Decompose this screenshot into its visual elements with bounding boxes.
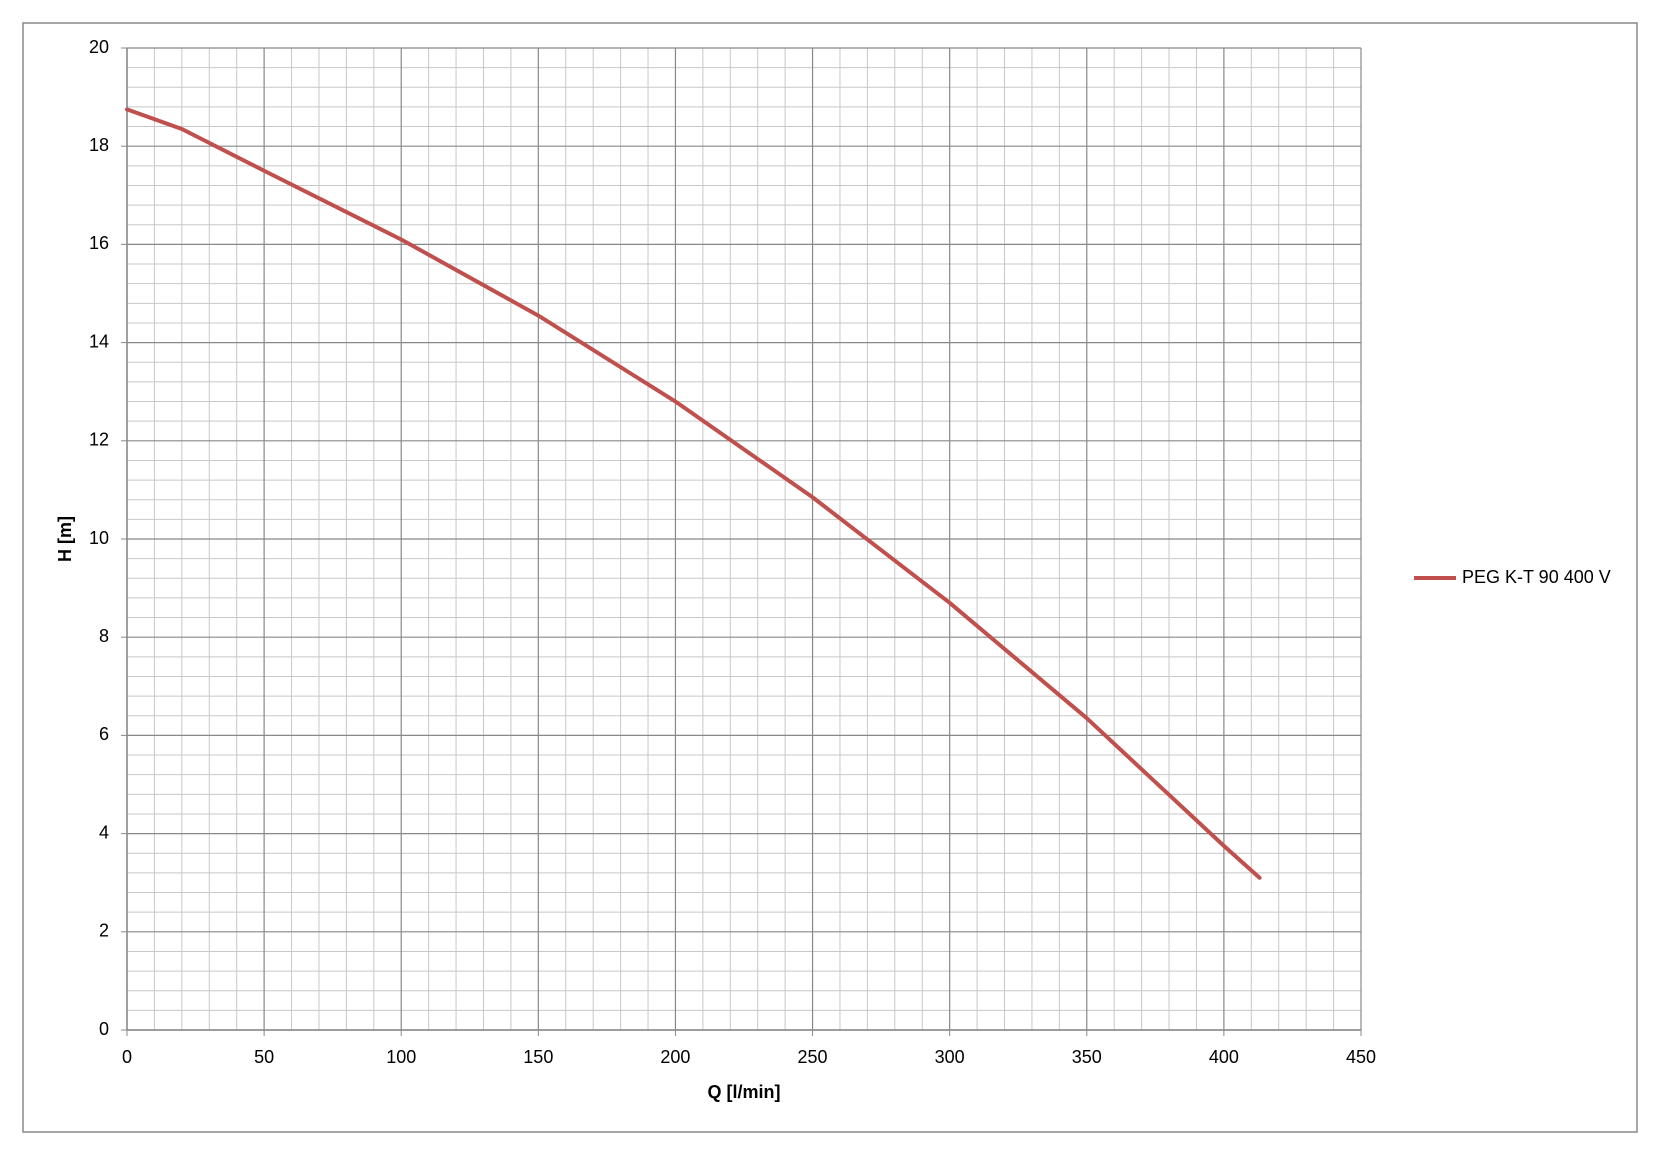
x-tick-label: 350 <box>1072 1047 1102 1067</box>
x-tick-label: 150 <box>523 1047 553 1067</box>
x-tick-label: 100 <box>386 1047 416 1067</box>
x-tick-label: 450 <box>1346 1047 1376 1067</box>
y-tick-label: 2 <box>99 921 109 941</box>
y-axis-title: H [m] <box>55 516 75 562</box>
y-tick-label: 18 <box>89 135 109 155</box>
y-tick-label: 0 <box>99 1019 109 1039</box>
y-tick-label: 10 <box>89 528 109 548</box>
x-tick-label: 50 <box>254 1047 274 1067</box>
y-tick-label: 12 <box>89 430 109 450</box>
legend-label: PEG K-T 90 400 V <box>1462 567 1611 587</box>
y-tick-label: 4 <box>99 822 109 842</box>
y-tick-label: 6 <box>99 724 109 744</box>
grid <box>121 47 1362 1036</box>
x-tick-label: 200 <box>660 1047 690 1067</box>
marks <box>125 107 1262 880</box>
y-tick-label: 8 <box>99 626 109 646</box>
x-axis-title: Q [l/min] <box>708 1082 781 1102</box>
x-tick-label: 400 <box>1209 1047 1239 1067</box>
y-tick-label: 20 <box>89 37 109 57</box>
x-tick-label: 250 <box>798 1047 828 1067</box>
y-tick-label: 14 <box>89 331 109 351</box>
x-tick-label: 0 <box>122 1047 132 1067</box>
y-tick-label: 16 <box>89 233 109 253</box>
data-line <box>125 107 1262 880</box>
x-tick-label: 300 <box>935 1047 965 1067</box>
chart-border <box>22 22 1638 1133</box>
